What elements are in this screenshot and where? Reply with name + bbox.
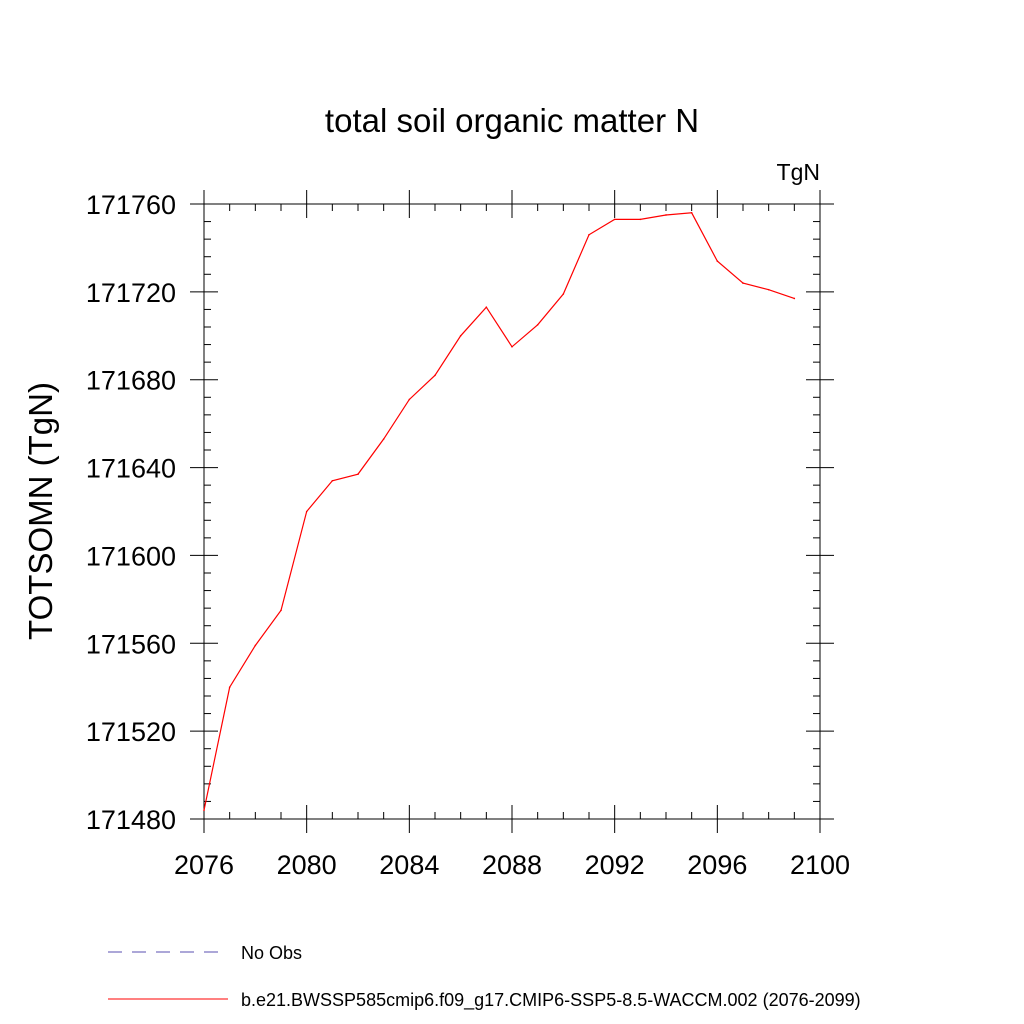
- data-point: [203, 809, 205, 812]
- legend-label: No Obs: [241, 943, 302, 963]
- y-tick-label: 171640: [86, 454, 176, 484]
- data-point: [408, 398, 411, 401]
- data-point: [485, 306, 488, 309]
- axes: 2076 2080 2084 2088 2092 2096 2100 171480 171520…: [86, 190, 850, 880]
- y-tick-label: 171560: [86, 629, 176, 659]
- x-tick-label: 2076: [174, 850, 234, 880]
- y-tick-label: 171680: [86, 366, 176, 396]
- legend-label: b.e21.BWSSP585cmip6.f09_g17.CMIP6-SSP5-8…: [241, 990, 861, 1011]
- data-point: [690, 211, 693, 214]
- x-tick-label: 2092: [585, 850, 645, 880]
- data-point: [331, 479, 334, 482]
- data-point: [742, 282, 744, 284]
- units-label: TgN: [777, 159, 820, 185]
- data-point: [562, 293, 565, 295]
- series-line-0: [203, 212, 795, 811]
- x-tick-label: 2080: [277, 850, 337, 880]
- data-point: [459, 334, 462, 337]
- y-tick-label: 171760: [86, 190, 176, 220]
- x-tick-label: 2096: [687, 850, 747, 880]
- x-tick-label: 2088: [482, 850, 542, 880]
- legend: No Obs b.e21.BWSSP585cmip6.f09_g17.CMIP6-…: [108, 943, 861, 1011]
- data-point: [588, 233, 590, 236]
- data-point: [716, 260, 719, 262]
- data-point: [280, 609, 282, 612]
- data-point: [767, 288, 770, 291]
- data-point: [305, 510, 308, 513]
- y-tick-label: 171480: [86, 805, 176, 835]
- data-point: [665, 214, 667, 216]
- data-point: [613, 218, 616, 221]
- data-point: [511, 345, 513, 348]
- data-point: [639, 218, 642, 221]
- data-point: [793, 297, 796, 300]
- data-point: [382, 438, 385, 440]
- data-point: [536, 324, 539, 326]
- data-point: [254, 644, 257, 647]
- x-tick-label: 2084: [379, 850, 439, 880]
- data-point: [228, 686, 231, 689]
- series-layer: [203, 211, 796, 812]
- data-point: [434, 374, 436, 377]
- chart-title: total soil organic matter N: [325, 102, 699, 139]
- y-axis-label: TOTSOMN (TgN): [22, 382, 59, 640]
- x-tick-label: 2100: [790, 850, 850, 880]
- y-tick-label: 171600: [86, 541, 176, 571]
- y-tick-label: 171720: [86, 278, 176, 308]
- data-point: [357, 473, 359, 475]
- y-tick-label: 171520: [86, 717, 176, 747]
- plot-frame: [203, 203, 821, 820]
